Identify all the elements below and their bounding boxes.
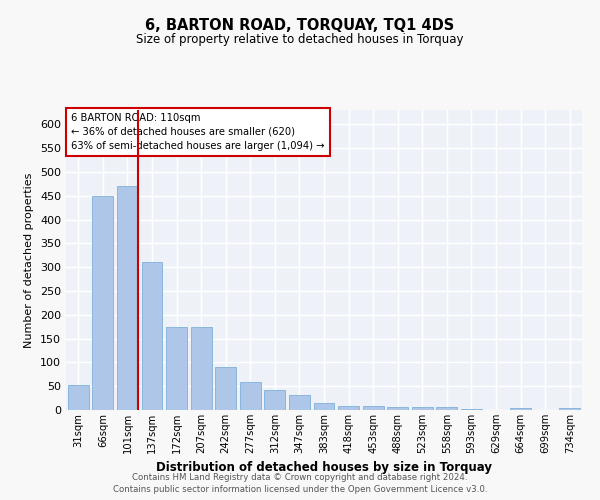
- Text: 6, BARTON ROAD, TORQUAY, TQ1 4DS: 6, BARTON ROAD, TORQUAY, TQ1 4DS: [145, 18, 455, 32]
- Text: Contains HM Land Registry data © Crown copyright and database right 2024.: Contains HM Land Registry data © Crown c…: [132, 472, 468, 482]
- Bar: [215, 367, 236, 410]
- Bar: [166, 326, 187, 410]
- Bar: [559, 408, 580, 410]
- Text: Size of property relative to detached houses in Torquay: Size of property relative to detached ho…: [136, 32, 464, 46]
- Text: 6 BARTON ROAD: 110sqm
← 36% of detached houses are smaller (620)
63% of semi-det: 6 BARTON ROAD: 110sqm ← 36% of detached …: [71, 113, 325, 151]
- Bar: [191, 326, 212, 410]
- Bar: [92, 196, 113, 410]
- Text: Contains public sector information licensed under the Open Government Licence v3: Contains public sector information licen…: [113, 485, 487, 494]
- Bar: [265, 390, 286, 410]
- Bar: [362, 406, 383, 410]
- Bar: [289, 395, 310, 410]
- Bar: [240, 382, 261, 410]
- Bar: [461, 409, 482, 410]
- X-axis label: Distribution of detached houses by size in Torquay: Distribution of detached houses by size …: [156, 462, 492, 474]
- Bar: [117, 186, 138, 410]
- Bar: [68, 385, 89, 410]
- Bar: [142, 262, 163, 410]
- Bar: [314, 403, 334, 410]
- Bar: [436, 406, 457, 410]
- Bar: [412, 406, 433, 410]
- Bar: [387, 406, 408, 410]
- Bar: [510, 408, 531, 410]
- Bar: [338, 406, 359, 410]
- Y-axis label: Number of detached properties: Number of detached properties: [25, 172, 34, 348]
